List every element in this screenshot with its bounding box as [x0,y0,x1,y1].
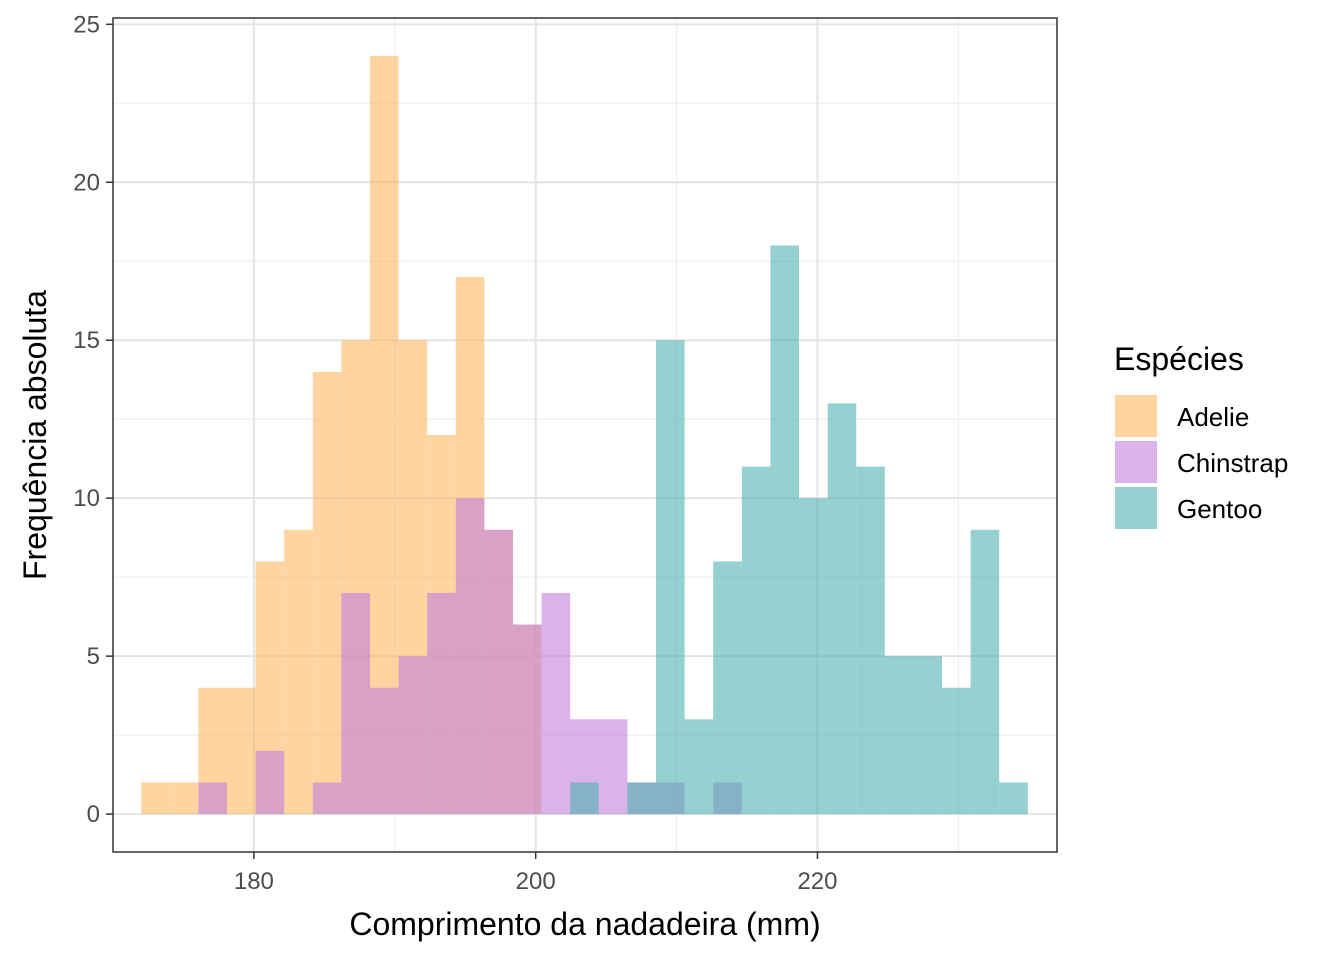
bar-gentoo [856,466,885,815]
legend-label: Gentoo [1177,494,1262,524]
y-tick-label: 10 [73,485,100,512]
bar-adelie [169,782,199,815]
bar-gentoo [942,687,971,815]
bar-chinstrap [312,782,342,815]
bar-adelie [284,529,313,815]
bar-gentoo [770,245,800,815]
bars [141,55,1028,815]
x-tick-label: 220 [797,868,837,895]
bar-gentoo [999,782,1028,815]
legend-items: Adelie Chinstrap Gentoo [1115,395,1288,529]
legend-label: Chinstrap [1177,448,1288,478]
bar-chinstrap [398,656,428,815]
bar-chinstrap [484,529,514,815]
bar-chinstrap [198,782,227,815]
bar-gentoo [741,466,771,815]
bar-chinstrap [513,624,542,815]
y-tick-label: 15 [73,327,100,354]
bar-chinstrap [455,498,485,815]
bar-gentoo [884,656,914,815]
series-gentoo [570,245,1028,815]
legend-item-gentoo: Gentoo [1115,487,1262,529]
bar-chinstrap [541,592,571,815]
legend-swatch [1115,395,1157,437]
bar-gentoo [827,403,857,815]
y-tick-label: 25 [73,11,100,38]
bar-chinstrap [427,592,456,815]
legend-item-adelie: Adelie [1115,395,1249,437]
legend-label: Adelie [1177,402,1249,432]
bar-gentoo [684,719,714,815]
bar-chinstrap [598,719,628,815]
legend-swatch [1115,441,1157,483]
bar-gentoo [656,340,685,815]
x-axis-title: Comprimento da nadadeira (mm) [349,906,820,942]
y-tick-label: 0 [87,801,100,828]
x-tick-label: 200 [516,868,556,895]
bar-gentoo [570,782,599,815]
bar-gentoo [970,529,1000,815]
y-tick-label: 5 [87,643,100,670]
legend-swatch [1115,487,1157,529]
x-axis-ticks: 180 200 220 [234,852,838,895]
bar-adelie [141,782,170,815]
legend: Espécies Adelie Chinstrap Gentoo [1114,341,1288,529]
bar-gentoo [799,498,828,815]
x-tick-label: 180 [234,868,274,895]
bar-gentoo [913,656,943,815]
y-tick-label: 20 [73,169,100,196]
legend-title: Espécies [1114,341,1244,377]
bar-gentoo [713,561,742,815]
legend-item-chinstrap: Chinstrap [1115,441,1288,483]
bar-gentoo [627,782,657,815]
bar-chinstrap [369,687,399,815]
panel-border [112,17,1058,853]
bar-adelie [312,371,342,815]
y-axis-title: Frequência absoluta [17,290,53,580]
bar-chinstrap [341,592,370,815]
bar-chinstrap [255,750,285,815]
y-axis-ticks: 0 5 10 15 20 25 [73,11,113,828]
bar-adelie [226,687,256,815]
